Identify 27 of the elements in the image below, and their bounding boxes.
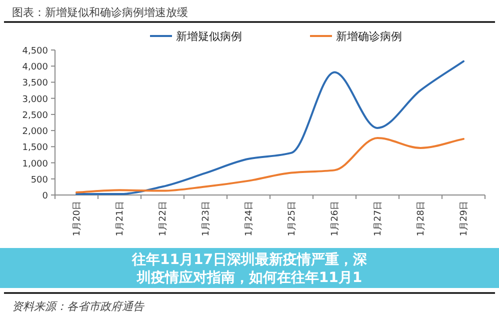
y-tick-label: 0	[42, 192, 48, 202]
x-tick-label: 1月24日	[244, 201, 254, 236]
y-tick-label: 4,000	[22, 62, 48, 73]
line-series	[76, 136, 464, 194]
text: 资料来源：各省市政府通告	[12, 300, 145, 313]
x-tick-label: 1月23日	[202, 201, 212, 236]
x-tick-label: 1月27日	[374, 201, 384, 236]
x-tick-label: 1月28日	[416, 201, 426, 236]
x-tick-label: 1月21日	[116, 201, 126, 236]
y-tick-label: 4,500	[22, 46, 48, 56]
text: 往年11月17日深圳最新疫情严重，深圳疫情应对指南，如何在往年11月1	[131, 251, 368, 286]
chart-title: 图表：新增疑似和确诊病例增速放缓	[12, 6, 188, 19]
y-tick-label: 3,500	[22, 78, 48, 89]
legend-label: 新增确诊病例	[336, 30, 402, 43]
y-tick-label: 2,500	[22, 110, 48, 121]
x-tick-label: 1月22日	[158, 201, 168, 236]
y-tick-label: 1,500	[22, 143, 48, 154]
y-tick-label: 3,000	[22, 94, 48, 105]
x-tick-label: 1月25日	[288, 201, 298, 236]
x-tick-label: 1月26日	[330, 201, 340, 236]
x-tick-label: 1月20日	[72, 201, 82, 236]
line-series	[76, 60, 464, 196]
y-tick-label: 500	[30, 175, 48, 186]
y-tick-label: 2,000	[22, 127, 48, 138]
x-tick-label: 1月29日	[460, 201, 470, 236]
y-tick-label: 1,000	[22, 159, 48, 170]
legend-label: 新增疑似病例	[176, 30, 242, 43]
